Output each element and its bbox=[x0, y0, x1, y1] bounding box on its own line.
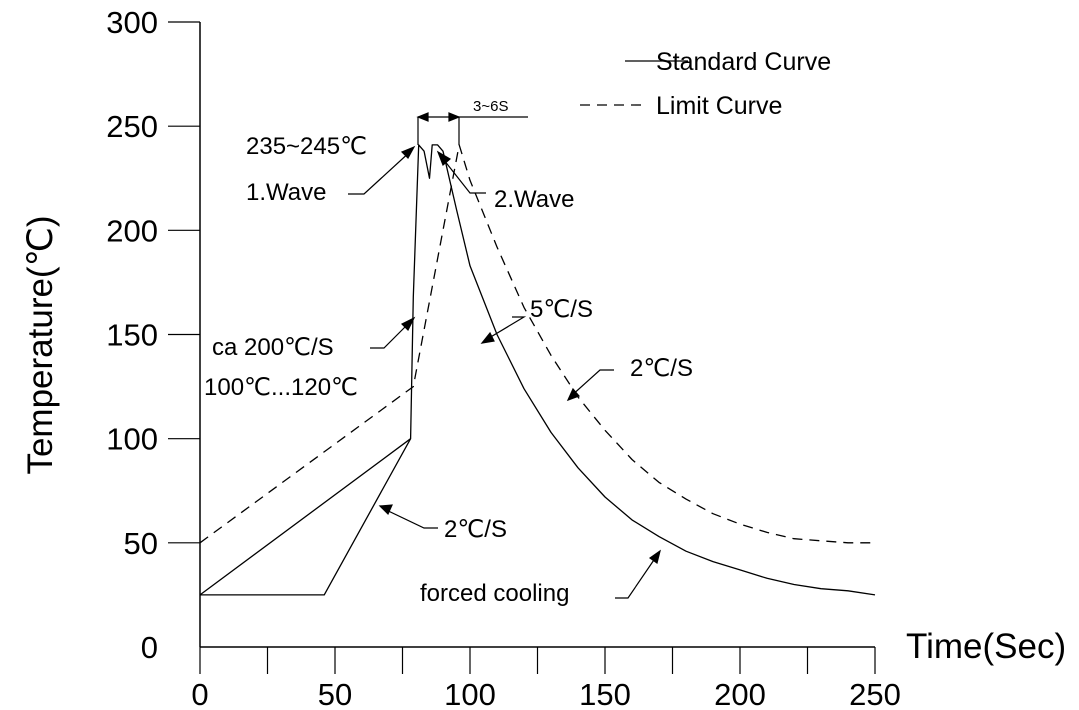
annotation-cool-limit: 2℃/S bbox=[630, 355, 693, 382]
ramp-arrow bbox=[400, 316, 416, 332]
cool-limit-arrow bbox=[566, 387, 581, 402]
x-axis-label: Time(Sec) bbox=[906, 627, 1066, 666]
annotation-duration: 3~6S bbox=[473, 98, 508, 115]
y-tick-label: 250 bbox=[106, 109, 158, 144]
x-tick-label: 150 bbox=[579, 677, 631, 710]
cool-std-arrow bbox=[480, 331, 495, 344]
y-tick-label: 50 bbox=[124, 526, 158, 561]
annotation-forced-cooling: forced cooling bbox=[420, 580, 569, 607]
forced-arrow bbox=[648, 549, 661, 565]
series-line-2 bbox=[199, 144, 875, 544]
x-tick-label: 200 bbox=[714, 677, 766, 710]
y-tick-label: 150 bbox=[106, 318, 158, 353]
x-tick-label: 100 bbox=[444, 677, 496, 710]
forced-leader bbox=[615, 553, 659, 599]
x-axis-ticks: 0 50 100 150 200 250 bbox=[191, 647, 901, 710]
legend-standard-curve: Standard Curve bbox=[656, 48, 831, 76]
duration-arrow-right bbox=[448, 112, 461, 122]
annotation-preheat: 100℃...120℃ bbox=[204, 374, 358, 401]
legend-limit-curve: Limit Curve bbox=[656, 92, 782, 120]
annotation-cool-std: 5℃/S bbox=[530, 296, 593, 323]
ramp-leader bbox=[370, 319, 413, 349]
x-tick-label: 0 bbox=[191, 677, 208, 710]
cool-std-leader bbox=[483, 316, 527, 342]
annotation-wave1: 1.Wave bbox=[246, 179, 326, 206]
series-lines bbox=[199, 144, 876, 596]
legend: Standard Curve Limit Curve bbox=[580, 48, 831, 120]
heat-rate-arrow bbox=[378, 504, 393, 516]
annotation-peak-temp: 235~245℃ bbox=[246, 133, 367, 160]
x-tick-label: 250 bbox=[849, 677, 901, 710]
annotation-heat-rate: 2℃/S bbox=[444, 516, 507, 543]
wave2-leader bbox=[439, 154, 486, 194]
y-tick-label: 200 bbox=[106, 213, 158, 248]
y-tick-label: 300 bbox=[106, 5, 158, 40]
y-axis-ticks: 0 50 100 150 200 250 300 bbox=[106, 5, 200, 665]
y-tick-label: 0 bbox=[141, 630, 158, 665]
y-axis-label: Temperature(℃) bbox=[21, 215, 60, 474]
wave1-arrow bbox=[400, 145, 416, 159]
heat-rate-leader bbox=[381, 507, 438, 529]
cool-limit-leader bbox=[569, 369, 614, 398]
series-line-1 bbox=[200, 438, 412, 596]
wave2-arrow bbox=[436, 150, 452, 167]
annotation-wave2: 2.Wave bbox=[494, 186, 574, 213]
y-tick-label: 100 bbox=[106, 422, 158, 457]
annotations bbox=[348, 112, 661, 599]
x-tick-label: 50 bbox=[318, 677, 352, 710]
annotation-ramp: ca 200℃/S bbox=[212, 334, 334, 361]
series-line-0 bbox=[199, 144, 876, 596]
duration-arrow-left bbox=[416, 112, 429, 122]
wave1-leader bbox=[348, 149, 413, 195]
